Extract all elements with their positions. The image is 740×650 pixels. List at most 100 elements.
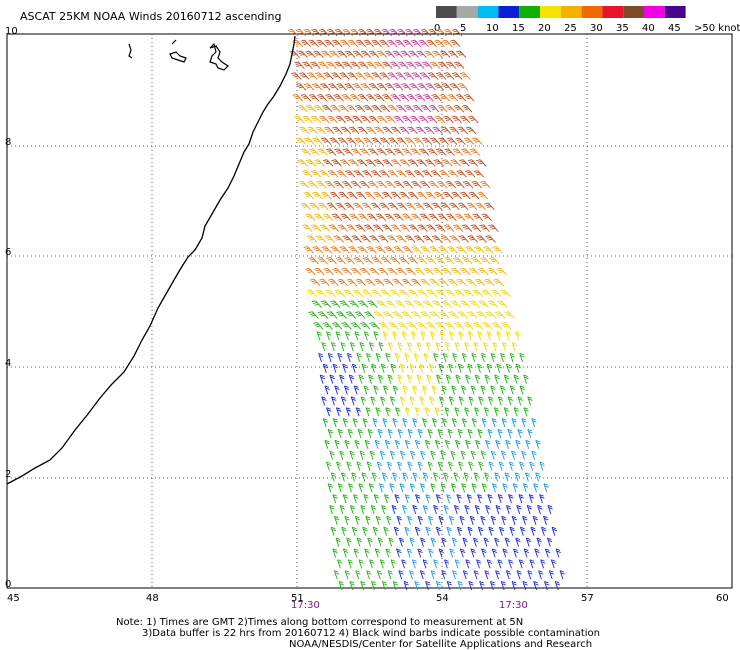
wind-barb-feather bbox=[494, 280, 499, 283]
wind-barb-feather bbox=[306, 195, 311, 198]
wind-barb-feather bbox=[540, 496, 545, 499]
wind-barb bbox=[412, 385, 417, 395]
wind-barb-feather bbox=[298, 32, 303, 35]
wind-barb-feather bbox=[358, 61, 363, 64]
wind-barb-feather bbox=[322, 213, 328, 216]
wind-barb-feather bbox=[355, 407, 361, 410]
wind-barb-feather bbox=[548, 539, 553, 543]
wind-barb bbox=[420, 483, 424, 493]
wind-barb bbox=[517, 396, 522, 406]
wind-barb-feather bbox=[360, 83, 365, 86]
wind-barb-feather bbox=[321, 64, 326, 67]
wind-barb-feather bbox=[379, 119, 385, 121]
wind-barb-feather bbox=[334, 75, 339, 78]
wind-barb-feather bbox=[339, 86, 344, 89]
wind-barb bbox=[420, 537, 424, 547]
wind-barb-feather bbox=[357, 193, 362, 196]
legend-color-swatch bbox=[436, 6, 457, 18]
wind-barb-feather bbox=[481, 518, 486, 521]
wind-barb-feather bbox=[431, 184, 436, 187]
wind-barb-feather bbox=[376, 515, 381, 519]
wind-barb-feather bbox=[517, 396, 523, 399]
wind-barb-feather bbox=[458, 140, 463, 143]
wind-barb-feather bbox=[540, 559, 545, 562]
wind-barb-feather bbox=[407, 140, 413, 143]
wind-barb-feather bbox=[526, 441, 531, 445]
wind-barb bbox=[481, 548, 485, 558]
wind-barb-feather bbox=[544, 518, 549, 521]
wind-barb-feather bbox=[422, 75, 427, 78]
wind-barb-feather bbox=[395, 407, 400, 410]
wind-barb-feather bbox=[420, 104, 425, 107]
wind-barb-feather bbox=[371, 363, 376, 367]
wind-barb bbox=[472, 537, 477, 547]
wind-barb-feather bbox=[377, 463, 383, 467]
wind-barb-feather bbox=[352, 182, 357, 185]
wind-barb bbox=[434, 407, 439, 417]
wind-barb-feather bbox=[393, 385, 398, 388]
legend-color-swatch bbox=[602, 6, 624, 18]
wind-barb-feather bbox=[484, 278, 489, 281]
wind-barb-feather bbox=[414, 75, 419, 78]
wind-barb-feather bbox=[464, 108, 470, 111]
wind-barb-feather bbox=[559, 570, 565, 573]
wind-barb-feather bbox=[342, 528, 347, 532]
wind-barb-feather bbox=[392, 160, 397, 163]
wind-barb-feather bbox=[436, 117, 441, 120]
wind-barb-feather bbox=[449, 548, 454, 551]
wind-barb-feather bbox=[456, 441, 461, 445]
wind-barb-feather bbox=[297, 84, 302, 87]
wind-barb-feather bbox=[333, 269, 339, 272]
wind-barb-feather bbox=[327, 43, 332, 45]
wind-barb-feather bbox=[367, 300, 372, 303]
wind-barb bbox=[475, 440, 479, 449]
wind-barb-feather bbox=[499, 463, 505, 467]
wind-barb-feather bbox=[324, 249, 329, 252]
wind-barb-feather bbox=[444, 28, 449, 31]
wind-barb-feather bbox=[371, 137, 376, 140]
wind-barb bbox=[388, 342, 392, 352]
wind-barb-feather bbox=[365, 140, 371, 143]
wind-barb-feather bbox=[309, 312, 315, 315]
wind-barb-feather bbox=[446, 106, 452, 109]
wind-barb-feather bbox=[437, 150, 442, 152]
wind-barb-feather bbox=[355, 191, 361, 194]
wind-barb-feather bbox=[473, 170, 478, 172]
wind-barb-feather bbox=[461, 117, 466, 120]
wind-barb-feather bbox=[346, 292, 351, 295]
wind-barb-feather bbox=[363, 53, 369, 56]
wind-barb bbox=[370, 505, 375, 515]
wind-barb-feather bbox=[365, 28, 371, 31]
wind-barb-feather bbox=[449, 235, 454, 238]
wind-barb-feather bbox=[410, 260, 416, 263]
wind-barb bbox=[431, 148, 438, 156]
island-shape bbox=[169, 39, 187, 63]
wind-barb-feather bbox=[390, 206, 396, 208]
wind-barb-feather bbox=[300, 73, 305, 76]
wind-barb bbox=[450, 450, 455, 460]
wind-barb-feather bbox=[327, 409, 332, 412]
wind-barb-feather bbox=[444, 407, 450, 410]
wind-barb-feather bbox=[532, 515, 538, 519]
wind-barb bbox=[456, 527, 461, 536]
wind-barb-feather bbox=[370, 170, 375, 172]
wind-barb-feather bbox=[338, 483, 343, 486]
wind-barb-feather bbox=[305, 213, 310, 216]
wind-barb-feather bbox=[299, 72, 304, 75]
wind-barb-feather bbox=[468, 396, 474, 399]
wind-barb-feather bbox=[335, 331, 341, 334]
wind-barb-feather bbox=[377, 215, 382, 218]
wind-barb-feather bbox=[460, 548, 465, 551]
wind-barb-feather bbox=[359, 63, 364, 65]
wind-barb-feather bbox=[352, 269, 357, 272]
wind-barb-feather bbox=[445, 561, 450, 564]
wind-barb-feather bbox=[371, 398, 376, 401]
wind-barb-feather bbox=[349, 140, 354, 143]
wind-barb-feather bbox=[475, 216, 480, 219]
wind-barb-feather bbox=[416, 140, 421, 143]
wind-barb bbox=[442, 246, 449, 254]
wind-barb-feather bbox=[405, 73, 410, 76]
wind-barb-feather bbox=[352, 289, 358, 292]
wind-barb bbox=[511, 450, 515, 460]
wind-barb-feather bbox=[399, 224, 404, 227]
